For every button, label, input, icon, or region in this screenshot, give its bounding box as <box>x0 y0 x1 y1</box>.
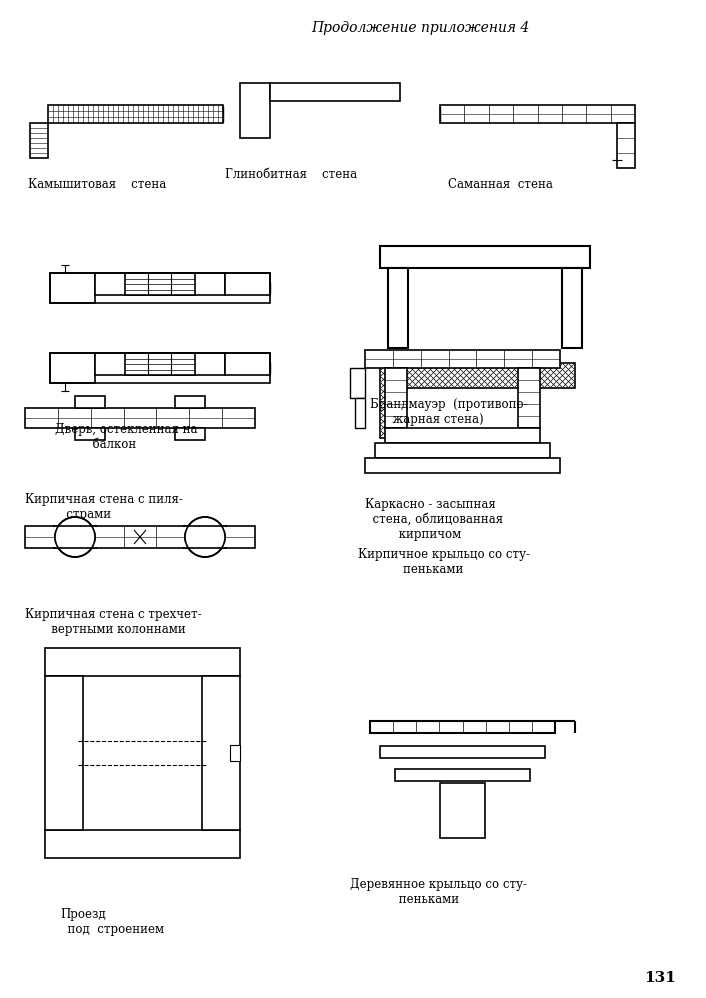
Text: Дверь, остекленная на
          балкон: Дверь, остекленная на балкон <box>55 423 198 451</box>
Bar <box>45 648 240 676</box>
Bar <box>388 268 408 348</box>
Bar <box>365 350 560 368</box>
Bar <box>125 273 195 295</box>
Bar <box>50 273 270 303</box>
Bar <box>562 268 582 348</box>
Bar <box>518 368 540 428</box>
Bar <box>48 105 223 123</box>
Bar <box>395 769 530 781</box>
Bar <box>440 105 635 123</box>
Bar <box>355 398 365 428</box>
Bar <box>175 396 205 408</box>
Bar <box>230 745 240 761</box>
Text: Глинобитная    стена: Глинобитная стена <box>225 168 357 181</box>
Bar <box>50 353 95 383</box>
Bar <box>175 428 205 440</box>
Bar <box>440 783 485 838</box>
Bar <box>370 721 555 733</box>
Text: Камышитовая    стена: Камышитовая стена <box>28 178 166 191</box>
Text: Проезд
  под  строением: Проезд под строением <box>60 908 164 936</box>
Bar <box>25 408 255 428</box>
Bar <box>55 526 95 548</box>
Bar <box>95 273 225 295</box>
Bar <box>385 428 540 443</box>
Bar <box>617 123 635 168</box>
Bar <box>45 830 240 858</box>
Bar <box>225 353 270 375</box>
Bar <box>50 353 270 383</box>
Bar <box>45 676 83 830</box>
Bar <box>380 746 545 758</box>
Text: Саманная  стена: Саманная стена <box>448 178 553 191</box>
Bar <box>125 353 195 375</box>
Text: Продолжение приложения 4: Продолжение приложения 4 <box>311 21 530 35</box>
Bar <box>385 368 407 428</box>
Bar <box>380 246 590 268</box>
Bar <box>365 458 560 473</box>
Bar <box>380 363 405 438</box>
Bar <box>225 273 270 295</box>
Bar <box>202 676 240 830</box>
Bar <box>405 363 575 388</box>
Bar <box>75 428 105 440</box>
Bar <box>75 396 105 408</box>
Text: Каркасно - засыпная
  стена, облицованная
         кирпичом: Каркасно - засыпная стена, облицованная … <box>365 498 503 541</box>
Bar <box>375 443 550 458</box>
Bar <box>25 526 255 548</box>
Bar <box>185 526 225 548</box>
Text: Брандмауэр  (противопо-
      жарная стена): Брандмауэр (противопо- жарная стена) <box>370 398 527 426</box>
Text: 131: 131 <box>644 971 676 985</box>
Circle shape <box>55 517 95 557</box>
Bar <box>350 368 365 398</box>
Circle shape <box>185 517 225 557</box>
Text: Деревянное крыльцо со сту-
             пеньками: Деревянное крыльцо со сту- пеньками <box>350 878 527 906</box>
Bar <box>30 123 48 158</box>
Text: Кирпичное крыльцо со сту-
            пеньками: Кирпичное крыльцо со сту- пеньками <box>358 548 530 576</box>
Text: Кирпичная стена с трехчет-
       вертными колоннами: Кирпичная стена с трехчет- вертными коло… <box>25 608 202 636</box>
Bar <box>270 83 400 101</box>
Bar <box>50 273 95 303</box>
Text: Кирпичная стена с пиля-
           страми: Кирпичная стена с пиля- страми <box>25 493 183 521</box>
Bar <box>240 83 270 138</box>
Bar <box>95 353 225 375</box>
